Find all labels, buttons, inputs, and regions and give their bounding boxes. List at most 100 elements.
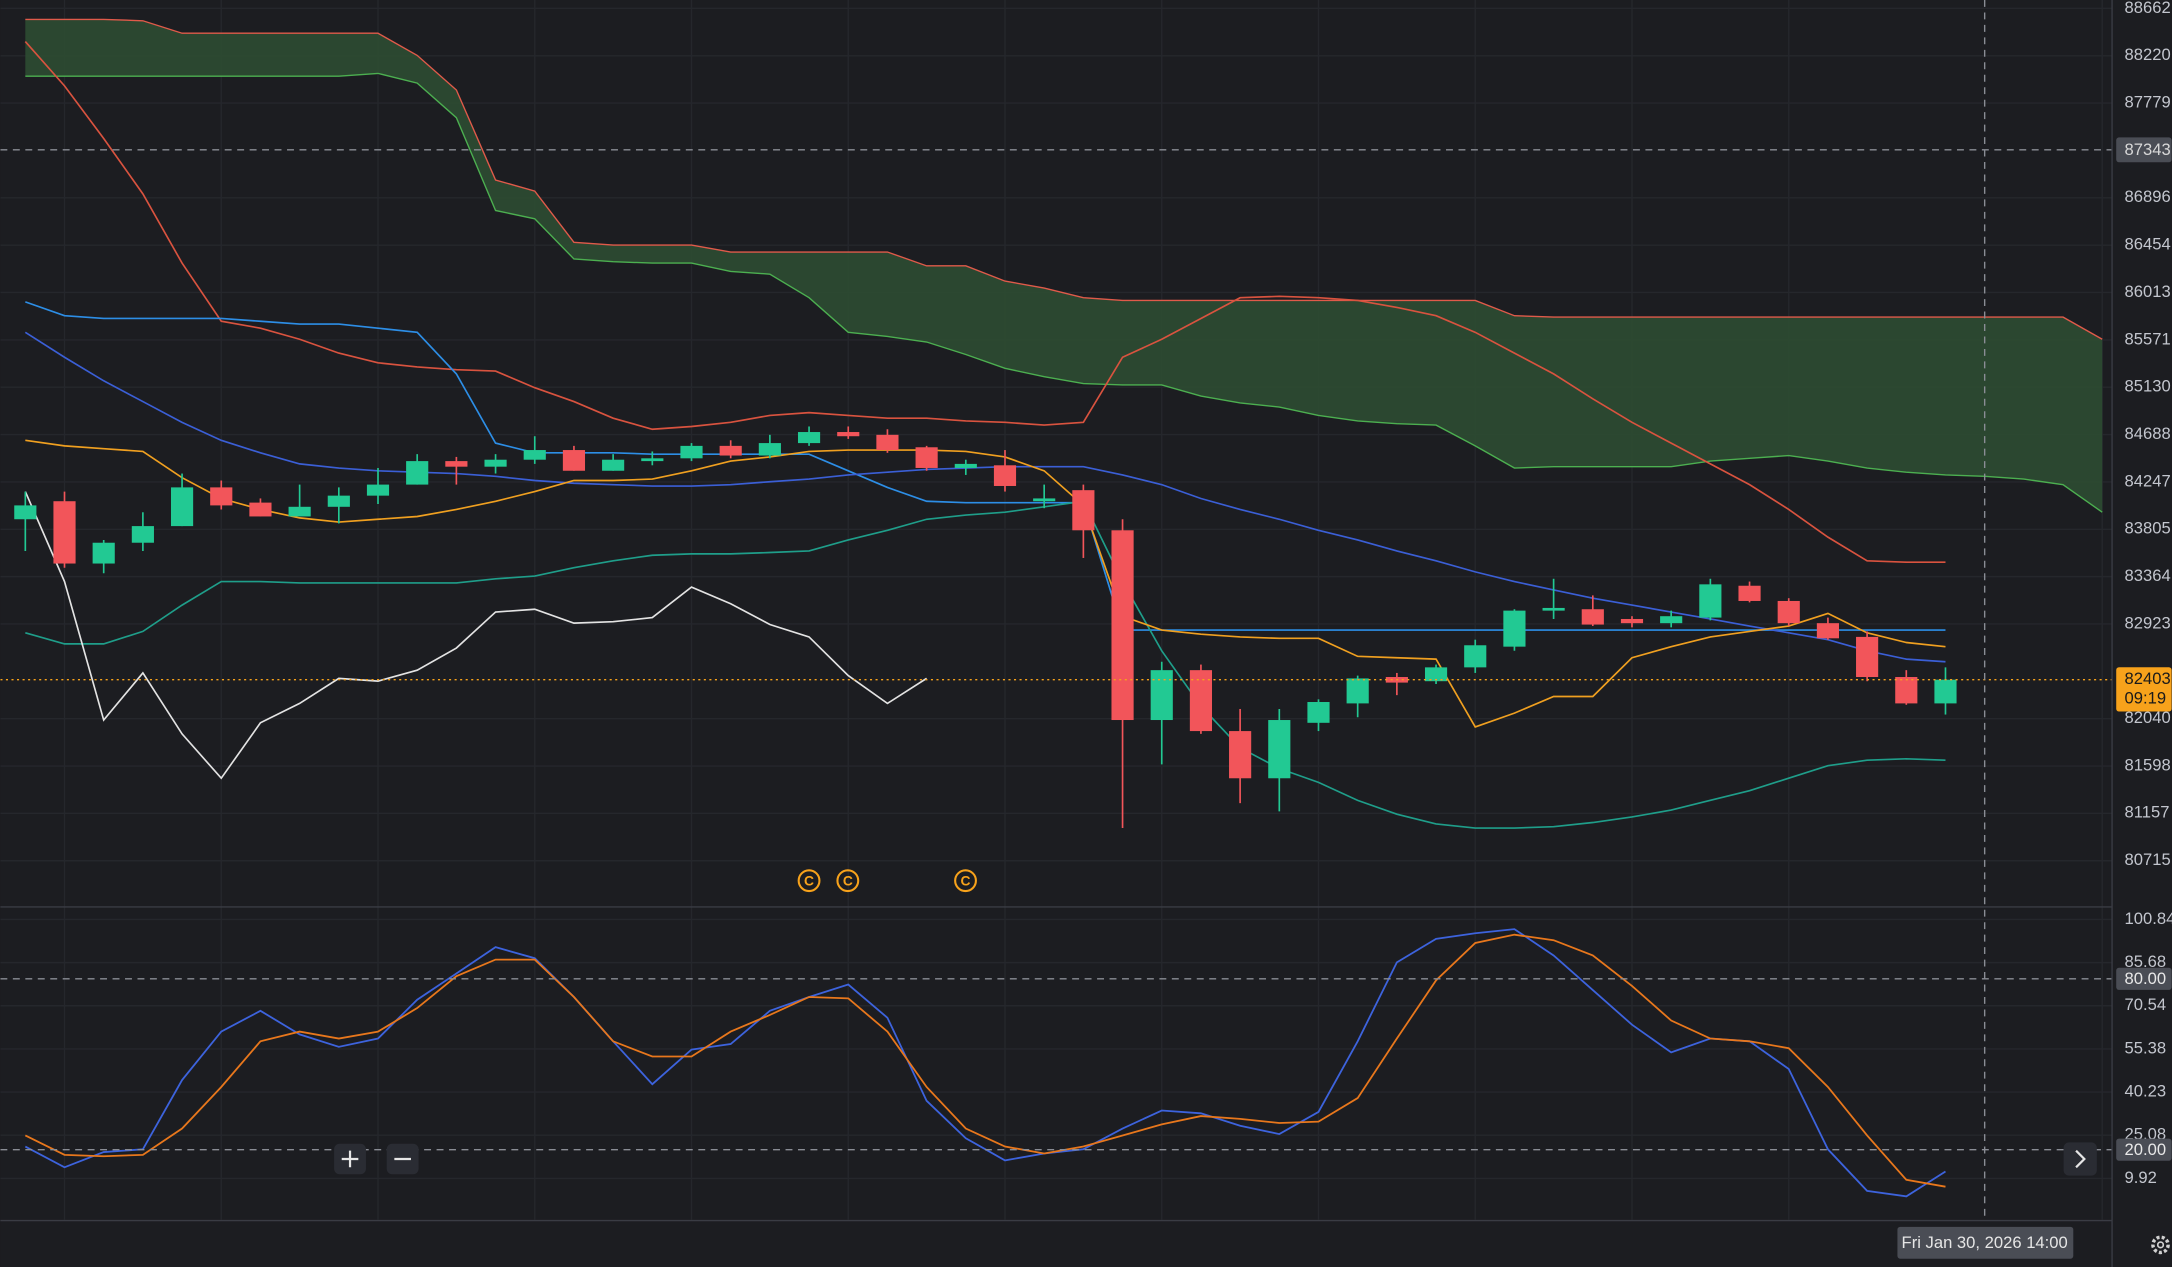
- y-tick-label: 85571: [2125, 329, 2171, 348]
- candle-body: [876, 434, 899, 451]
- candle-body: [288, 506, 311, 517]
- event-markers: C C C: [797, 869, 977, 893]
- candle-body: [602, 459, 625, 471]
- indicator-line: [25, 301, 1946, 631]
- candle-body: [1738, 585, 1761, 601]
- y-tick-label: 87779: [2125, 92, 2171, 111]
- level-label-bg: [2116, 1138, 2172, 1161]
- candle-body: [1150, 670, 1173, 721]
- indicator-line: [25, 439, 1946, 728]
- candle-body: [53, 501, 76, 564]
- last-price-label: 82403: [2125, 669, 2171, 688]
- last-price-label-bg: [2116, 667, 2172, 712]
- cloud-fill: [25, 19, 2103, 513]
- crosshair-label: Fri Jan 30, 2026 14:00: [1902, 1233, 2068, 1252]
- candle-body: [445, 461, 468, 467]
- event-text: C: [804, 873, 814, 889]
- candle-body: [1542, 607, 1565, 611]
- y-tick-label: 84247: [2125, 471, 2171, 490]
- candle-body: [758, 443, 781, 456]
- y-tick-label: 86896: [2125, 187, 2171, 206]
- y-tick-label: 70.54: [2125, 995, 2167, 1014]
- gear-hub: [2156, 1241, 2165, 1249]
- candle-body: [366, 484, 390, 496]
- y-tick-label: 82040: [2125, 708, 2171, 727]
- candle-body: [1620, 618, 1644, 624]
- y-tick-label: 9.92: [2125, 1168, 2157, 1187]
- candle-body: [1503, 610, 1526, 647]
- level-label: 20.00: [2125, 1140, 2167, 1159]
- y-tick-label: 40.23: [2125, 1081, 2167, 1100]
- y-tick-label: 81598: [2125, 755, 2171, 774]
- candle-body: [484, 459, 507, 467]
- y-tick-label: 88662: [2125, 0, 2171, 17]
- y-tick-label: 55.38: [2125, 1038, 2167, 1057]
- event-text: C: [961, 873, 971, 889]
- event-icon[interactable]: [836, 869, 860, 893]
- price-pane: [0, 18, 2113, 829]
- candle-body: [1934, 679, 1957, 704]
- indicator-line: [24, 40, 1946, 564]
- y-tick-label: 82923: [2125, 613, 2171, 632]
- candle-body: [1229, 731, 1252, 779]
- cloud-edge: [25, 72, 2103, 513]
- oscillator-line: [24, 933, 1946, 1188]
- candle-body: [915, 447, 938, 468]
- candle-body: [131, 526, 154, 543]
- y-tick-label: 85.68: [2125, 952, 2167, 971]
- candle-body: [1346, 678, 1369, 704]
- cloud-edge: [25, 18, 2103, 340]
- y-tick-label: 83805: [2125, 519, 2171, 538]
- candle-body: [1072, 490, 1095, 531]
- chevron-icon: [2075, 1149, 2086, 1169]
- candle-body: [1856, 636, 1879, 678]
- price-line-label: 87343: [2125, 140, 2171, 159]
- candle-body: [523, 450, 546, 460]
- crosshair-label-bg: [1897, 1226, 2074, 1259]
- gear-icon[interactable]: [2151, 1235, 2170, 1255]
- y-tick-label: 80715: [2125, 850, 2171, 869]
- indicator-line: [24, 331, 1946, 663]
- candle-body: [1581, 609, 1604, 625]
- candle-body: [170, 487, 194, 527]
- candle-body: [954, 463, 977, 468]
- indicator-line: [25, 500, 1946, 829]
- candle-body: [1424, 667, 1448, 682]
- candle-body: [327, 495, 350, 507]
- settings-button[interactable]: [2151, 1235, 2170, 1255]
- level-label: 80.00: [2125, 969, 2167, 988]
- candle-body: [1189, 670, 1213, 732]
- candle-body: [14, 505, 37, 520]
- candle-body: [680, 445, 703, 459]
- candle-body: [1111, 530, 1134, 721]
- candle-body: [92, 542, 115, 564]
- y-tick-label: 81157: [2125, 803, 2170, 822]
- event-text: C: [843, 873, 853, 889]
- candle-body: [1033, 498, 1056, 502]
- countdown-label: 09:19: [2125, 688, 2167, 707]
- candle-body: [1268, 720, 1291, 779]
- candle-body: [837, 432, 860, 437]
- candle-body: [1464, 645, 1487, 668]
- y-tick-label: 86013: [2125, 282, 2171, 301]
- y-tick-label: 100.84: [2125, 909, 2172, 928]
- candle-body: [210, 487, 233, 506]
- scroll-right-button[interactable]: [2063, 1142, 2097, 1176]
- event-icon[interactable]: [954, 869, 977, 893]
- candle-body: [993, 465, 1017, 486]
- candle-body: [249, 502, 272, 517]
- event-icon[interactable]: [797, 869, 821, 893]
- y-tick-label: 84688: [2125, 424, 2171, 443]
- candle-body: [641, 458, 664, 462]
- button-bg[interactable]: [2063, 1142, 2097, 1176]
- candle-body: [1777, 600, 1800, 624]
- zoom-out-button[interactable]: [386, 1143, 419, 1175]
- candle-body: [1660, 616, 1683, 624]
- y-tick-label: 88220: [2125, 45, 2171, 64]
- zoom-in-button[interactable]: [334, 1143, 366, 1175]
- indicator-line: [24, 491, 928, 780]
- level-label-bg: [2116, 967, 2172, 990]
